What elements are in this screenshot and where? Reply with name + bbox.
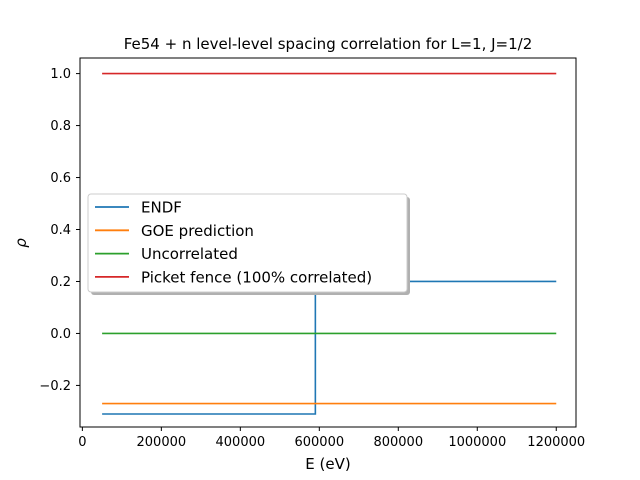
y-tick-label: 0.8 [50,119,71,134]
plot-area [79,57,577,428]
x-tick-label: 800000 [373,435,423,450]
legend-label: ENDF [141,199,182,217]
y-tick-label: 1.0 [50,67,71,82]
legend: ENDF GOE prediction Uncorrelated Picket fen… [87,193,410,295]
legend-box [87,193,408,293]
y-tick-label: −0.2 [39,379,71,394]
x-tick-label: 600000 [294,435,344,450]
x-tick-label: 400000 [216,435,266,450]
y-tick-label: 0.2 [50,275,71,290]
y-axis-label: ρ [12,238,30,248]
x-tick-label: 0 [78,435,86,450]
x-axis-label: E (eV) [305,455,350,473]
x-tick-label: 1200000 [527,435,585,450]
y-tick-label: 0.0 [50,327,71,342]
chart-title: Fe54 + n level-level spacing correlation… [124,35,533,53]
x-tick-label: 200000 [137,435,187,450]
series-line-endf [102,280,557,415]
legend-label: Uncorrelated [141,245,238,263]
y-tick-label: 0.4 [50,223,71,238]
y-tick-label: 0.6 [50,171,71,186]
x-axis: 0 200000 400000 600000 800000 1000000 1200000 [78,427,585,450]
y-axis: −0.2 0.0 0.2 0.4 0.6 0.8 1.0 [39,67,80,394]
legend-label: Picket fence (100% correlated) [141,268,372,286]
plot-frame [79,57,577,428]
legend-label: GOE prediction [141,222,254,240]
x-tick-label: 1000000 [448,435,506,450]
